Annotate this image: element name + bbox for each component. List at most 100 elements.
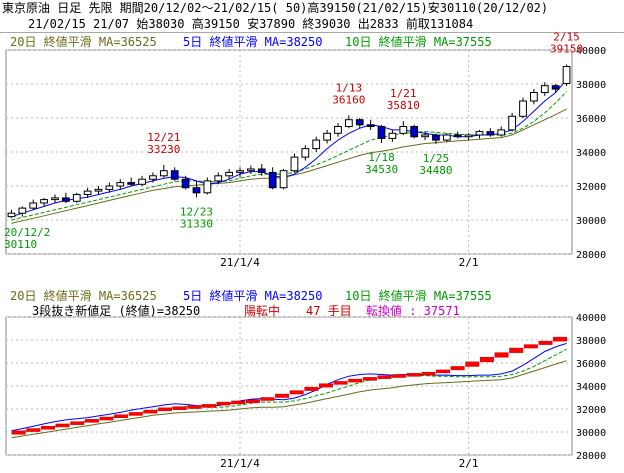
y-tick-label: 30000 — [576, 428, 606, 439]
legend-entry: 20日 終値平滑 MA=36525 — [10, 288, 157, 303]
annotation-value: 30110 — [4, 238, 37, 251]
annotation-date: 2/15 — [553, 30, 580, 43]
tlb-brick — [304, 386, 319, 391]
candle-body — [40, 199, 48, 204]
candle-body — [399, 126, 408, 134]
candle-body — [138, 178, 146, 185]
x-tick-label: 21/1/4 — [220, 457, 260, 470]
candle-body — [192, 187, 201, 194]
annotation-date: 1/25 — [423, 152, 450, 165]
candle-body — [170, 170, 179, 180]
tlb-brick — [128, 412, 143, 416]
candle-body — [29, 202, 38, 209]
candle-body — [453, 134, 462, 138]
tlb-brick — [523, 344, 538, 349]
candle-body — [344, 119, 353, 127]
tlb-brick — [450, 366, 465, 371]
tlb-brick — [465, 361, 480, 367]
tlb-brick — [11, 430, 26, 435]
tlb-brick — [392, 374, 407, 378]
tlb-brick — [333, 381, 348, 385]
tlb-brick — [479, 357, 494, 363]
y-tick-label: 34000 — [576, 148, 606, 159]
candle-body — [159, 170, 168, 177]
candle-body — [486, 131, 495, 136]
candle-body — [61, 197, 70, 202]
tlb-brick — [436, 369, 451, 374]
candle-body — [301, 148, 310, 158]
tlb-brick — [245, 399, 260, 404]
annotation-value: 33230 — [147, 143, 180, 156]
candle-body — [312, 139, 321, 150]
tlb-brick — [231, 400, 246, 405]
tlb-brick — [362, 377, 377, 381]
legend-entry: 10日 終値平滑 MA=37555 — [345, 288, 492, 303]
y-tick-label: 28000 — [576, 451, 606, 462]
tlb-brick — [70, 421, 85, 425]
candle-body — [94, 188, 103, 192]
tlb-brick — [494, 352, 509, 358]
annotation-date: 1/18 — [368, 151, 395, 164]
y-tick-label: 32000 — [576, 182, 606, 193]
candle-body — [247, 168, 255, 172]
candle-body — [432, 134, 440, 141]
tlb-brick — [553, 336, 568, 342]
tlb-brick — [260, 397, 275, 401]
candle-body — [497, 129, 506, 136]
tlb-brick — [41, 426, 55, 430]
legend-entry: 20日 終値平滑 MA=36525 — [10, 34, 157, 49]
tlb-brick — [289, 390, 304, 395]
x-tick-label: 21/1/4 — [220, 256, 260, 269]
y-tick-label: 36000 — [576, 114, 606, 125]
ma5-line — [11, 342, 567, 432]
tlb-brick — [275, 393, 290, 398]
y-tick-label: 34000 — [576, 382, 606, 393]
tlb-brick — [143, 409, 158, 414]
candle-body — [279, 170, 288, 189]
candle-body — [268, 171, 277, 189]
candle-body — [442, 134, 451, 141]
candle-body — [323, 132, 331, 141]
annotation-value: 39150 — [550, 42, 583, 55]
candle-body — [334, 126, 342, 134]
legend-entry: 5日 終値平滑 MA=38250 — [183, 288, 322, 303]
header-ohlc: 21/02/15 21/07 始38030 高39150 安37890 終390… — [0, 16, 624, 32]
candle-body — [530, 92, 538, 102]
candle-body — [355, 119, 364, 126]
annotation-value: 35810 — [387, 99, 420, 112]
tlb-brick — [114, 414, 129, 418]
annotation-value: 34530 — [365, 163, 398, 176]
annotation-date: 12/21 — [147, 131, 180, 144]
annotation-value: 36160 — [332, 93, 365, 106]
header-title: 東京原油 日足 先限 期間20/12/02～21/02/15( 50)高3915… — [0, 0, 624, 16]
candle-body — [7, 212, 16, 218]
candle-body — [116, 182, 125, 187]
candle-body — [464, 134, 473, 138]
tlb-brick — [26, 428, 41, 432]
y-tick-label: 40000 — [576, 46, 606, 57]
tlb-brick — [172, 406, 187, 410]
candle-body — [105, 185, 114, 190]
candle-body — [508, 115, 517, 131]
y-tick-label: 36000 — [576, 359, 606, 370]
three-line-break-chart: 28000 30000 32000 34000 36000 38000 40000 21/1/… — [5, 288, 606, 470]
y-tick-label: 38000 — [576, 336, 606, 347]
candle-body — [257, 168, 266, 173]
y-tick-label: 28000 — [576, 250, 606, 261]
candle-body — [290, 156, 299, 172]
ma10-line — [11, 91, 567, 221]
candle-body — [410, 126, 419, 138]
y-tick-label: 32000 — [576, 405, 606, 416]
candle-body — [366, 124, 375, 128]
tlb-brick — [99, 416, 114, 421]
annotation-date: 1/21 — [390, 87, 417, 100]
candle-body — [475, 131, 484, 136]
candle-body — [149, 175, 157, 180]
y-tick-label: 38000 — [576, 80, 606, 91]
candle-body — [127, 182, 136, 185]
legend-entry: 5日 終値平滑 MA=38250 — [183, 34, 322, 49]
tlb-brick — [84, 419, 99, 423]
annotation-date: 12/23 — [180, 205, 213, 218]
tlb-brick — [377, 375, 392, 379]
ma5-line — [11, 79, 567, 218]
